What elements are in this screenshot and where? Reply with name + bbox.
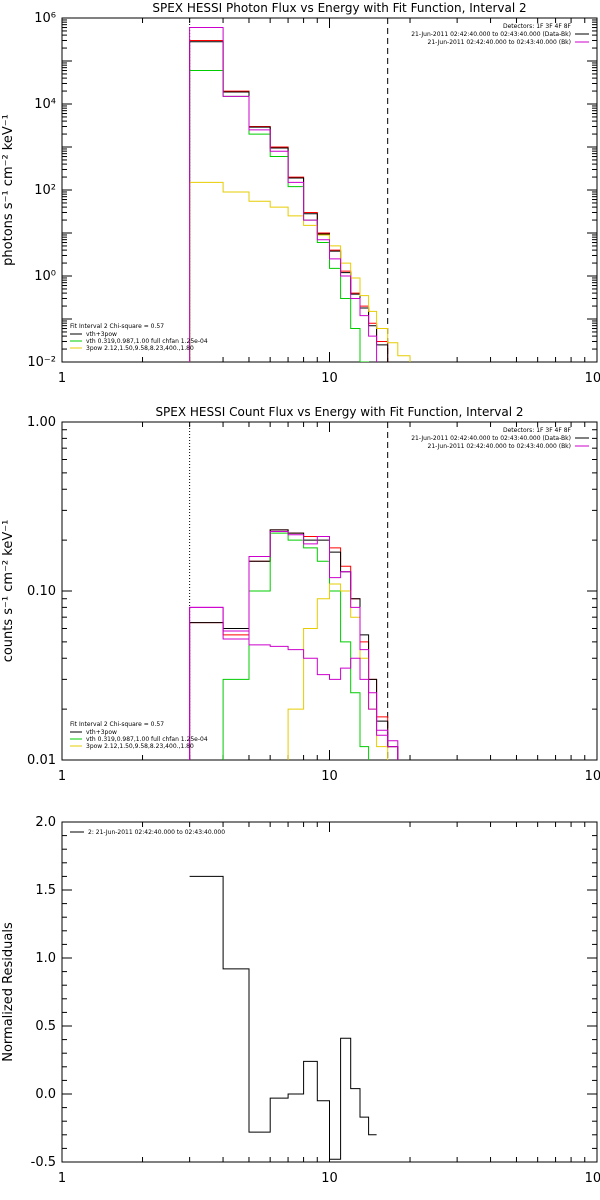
series-1-histogram (189, 875, 377, 1160)
x-tick-label: 100 (585, 1171, 600, 1186)
legend-top-line: 21-Jun-2011 02:42:40.000 to 02:43:40.000… (411, 31, 571, 38)
y-tick-label: 10⁶ (34, 11, 56, 26)
y-tick-label: 1.00 (27, 415, 56, 430)
x-tick-label: 10 (321, 1171, 338, 1186)
x-tick-label: 100 (585, 371, 600, 386)
legend-fit-line: vth+3pow (86, 729, 117, 736)
x-tick-label: 10 (321, 371, 338, 386)
y-tick-label: -0.5 (31, 1155, 56, 1170)
y-tick-label: 10⁴ (34, 97, 56, 112)
series-4-histogram (287, 583, 389, 760)
legend-top-line: Detectors: 1F 3F 4F 8F (503, 427, 572, 434)
legend-top-line: 21-Jun-2011 02:42:40.000 to 02:43:40.000… (428, 443, 571, 450)
chart-title: SPEX HESSI Count Flux vs Energy with Fit… (155, 405, 523, 419)
legend-fit-line: 3pow 2.12,1.50,9.58,8.23,400.,1.80 (86, 345, 194, 352)
x-tick-label: 1 (58, 769, 66, 784)
y-tick-label: 2.0 (35, 815, 56, 830)
legend-top-line: Detectors: 1F 3F 4F 8F (503, 23, 572, 30)
y-axis-label: photons s⁻¹ cm⁻² keV⁻¹ (1, 114, 16, 266)
y-tick-label: 10⁰ (34, 269, 56, 284)
legend-fit-line: 3pow 2.12,1.50,9.58,8.23,400.,1.80 (86, 743, 194, 750)
series-2-histogram (189, 41, 389, 362)
legend-fit-header: Fit Interval 2 Chi-square = 0.57 (70, 721, 164, 728)
series-4-histogram (189, 181, 411, 362)
y-tick-label: 1.0 (35, 951, 56, 966)
x-tick-label: 1 (58, 1171, 66, 1186)
x-tick-label: 100 (585, 769, 600, 784)
legend-fit-line: vth 0.319,0.987,1.00 full chfan 1.25e-04 (86, 736, 208, 743)
y-tick-label: 10⁻² (27, 355, 56, 370)
series-3-histogram (222, 532, 370, 760)
y-tick-label: 0.5 (35, 1019, 56, 1034)
y-tick-label: 10² (34, 183, 56, 198)
legend-top-line: 21-Jun-2011 02:42:40.000 to 02:43:40.000… (411, 435, 571, 442)
x-tick-label: 1 (58, 371, 66, 386)
y-tick-label: 0.10 (27, 584, 56, 599)
legend-top-line: 21-Jun-2011 02:42:40.000 to 02:43:40.000… (428, 39, 571, 46)
series-6-histogram (189, 606, 399, 760)
chart-title: SPEX HESSI Photon Flux vs Energy with Fi… (152, 1, 526, 15)
x-tick-label: 10 (321, 769, 338, 784)
series-2-histogram (189, 529, 399, 760)
y-axis-label: counts s⁻¹ cm⁻² keV⁻¹ (1, 520, 16, 663)
legend-top-line: 2: 21-Jun-2011 02:42:40.000 to 02:43:40.… (88, 829, 225, 836)
series-5-histogram (189, 531, 399, 760)
chart-panel-2: SPEX HESSI Count Flux vs Energy with Fit… (1, 405, 600, 784)
chart-panel-3: Normalized Residuals 1 10 100 -0.5 0.0 0.5 1.0 1… (1, 815, 600, 1186)
series-3-histogram (189, 70, 370, 362)
legend-fit-header: Fit Interval 2 Chi-square = 0.57 (70, 323, 164, 330)
series-5-histogram (189, 27, 378, 362)
y-tick-label: 0.01 (27, 753, 56, 768)
legend-fit-line: vth 0.319,0.987,1.00 full chfan 1.25e-04 (86, 338, 208, 345)
series-1-histogram (189, 40, 389, 362)
plot-frame (61, 17, 598, 363)
legend-fit-line: vth+3pow (86, 331, 117, 338)
y-axis-label: Normalized Residuals (1, 922, 16, 1062)
y-tick-label: 0.0 (35, 1087, 56, 1102)
series-1-histogram (189, 529, 399, 760)
y-tick-label: 1.5 (35, 883, 56, 898)
chart-panel-1: SPEX HESSI Photon Flux vs Energy with Fi… (1, 1, 600, 386)
